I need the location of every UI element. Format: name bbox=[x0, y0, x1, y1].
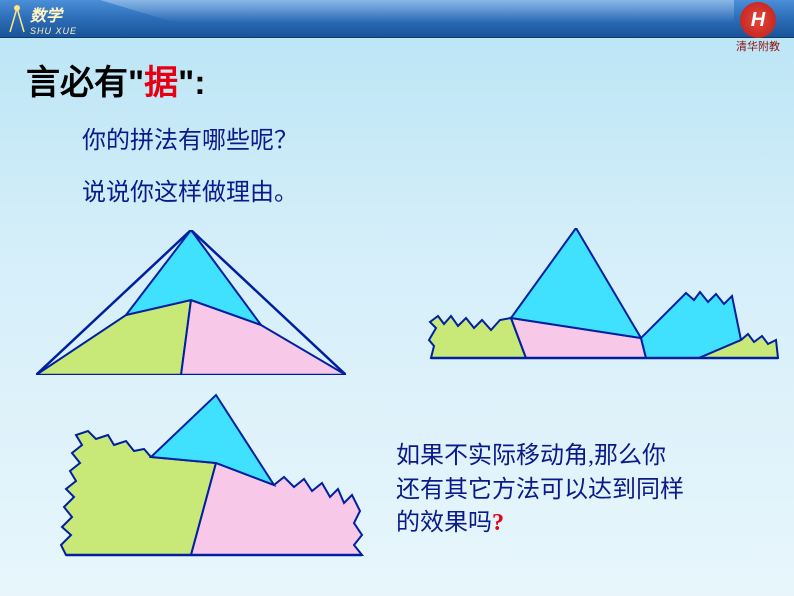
title-keyword: 据 bbox=[144, 64, 178, 102]
fig2-leftlime-jag bbox=[429, 316, 526, 358]
slide-header: 数学 SHU XUE H bbox=[0, 0, 794, 38]
publisher-logo: H bbox=[740, 2, 776, 38]
header-shine bbox=[100, 0, 734, 38]
figure-1 bbox=[36, 230, 346, 375]
logo-letter: H bbox=[751, 9, 765, 32]
question-1: 你的拼法有哪些呢？ bbox=[82, 120, 298, 155]
slide-title: 言必有"据": bbox=[26, 55, 206, 104]
publisher-name: 清华附教 bbox=[736, 38, 780, 54]
bottom-line3: 的效果吗 bbox=[396, 510, 492, 536]
fig1-right-piece bbox=[181, 300, 346, 375]
bottom-question: 如果不实际移动角,那么你 还有其它方法可以达到同样 的效果吗? bbox=[396, 440, 766, 541]
title-suffix: ": bbox=[178, 64, 205, 102]
fig3-rightpink-jag bbox=[191, 463, 362, 555]
compass-icon bbox=[4, 4, 30, 34]
fig2-top-triangle bbox=[511, 228, 641, 338]
question-2: 说说你这样做理由。 bbox=[82, 172, 298, 207]
subject-text: 数学 bbox=[30, 2, 77, 26]
header-subject: 数学 SHU XUE bbox=[30, 2, 77, 36]
figure-3 bbox=[16, 385, 366, 565]
fig1-left-piece bbox=[36, 300, 191, 375]
subject-pinyin: SHU XUE bbox=[30, 26, 77, 36]
figure-2 bbox=[396, 228, 781, 363]
bottom-line2: 还有其它方法可以达到同样 bbox=[396, 477, 684, 503]
bottom-line1: 如果不实际移动角,那么你 bbox=[396, 443, 666, 469]
title-prefix: 言必有" bbox=[26, 64, 144, 102]
bottom-qmark: ? bbox=[492, 510, 504, 536]
